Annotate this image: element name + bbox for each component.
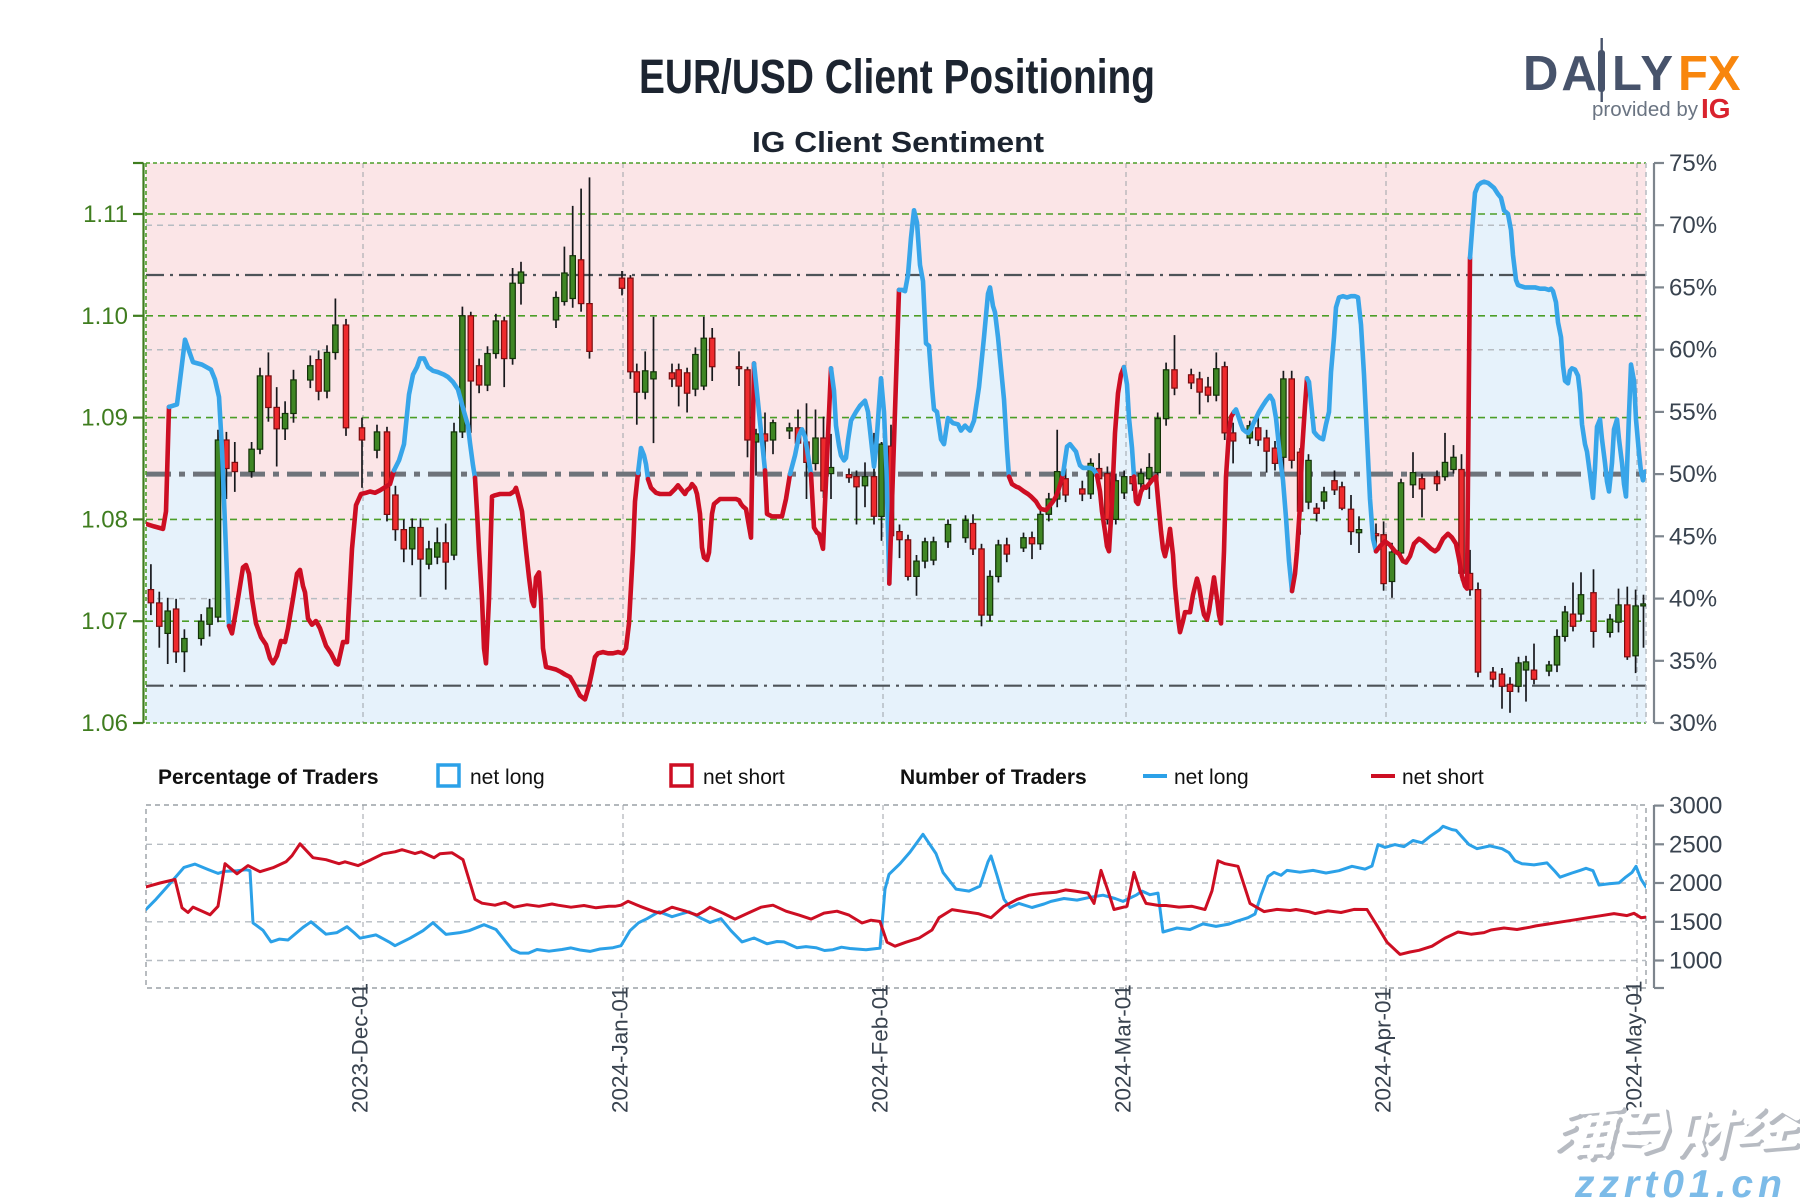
svg-text:Percentage of Traders: Percentage of Traders: [158, 766, 379, 789]
svg-text:1000: 1000: [1669, 948, 1722, 975]
svg-text:1.10: 1.10: [81, 303, 128, 330]
svg-text:net long: net long: [470, 766, 545, 789]
svg-text:65%: 65%: [1669, 274, 1717, 301]
svg-text:2500: 2500: [1669, 831, 1722, 858]
svg-text:FX: FX: [1678, 47, 1741, 101]
svg-text:30%: 30%: [1669, 710, 1717, 737]
svg-text:EUR/USD Client Positioning: EUR/USD Client Positioning: [639, 51, 1155, 104]
svg-text:40%: 40%: [1669, 586, 1717, 613]
svg-text:DA: DA: [1523, 47, 1600, 101]
svg-text:IG: IG: [1701, 93, 1731, 124]
svg-text:2024-Feb-01: 2024-Feb-01: [868, 984, 893, 1113]
svg-text:net long: net long: [1174, 766, 1249, 789]
svg-text:60%: 60%: [1669, 337, 1717, 364]
svg-text:75%: 75%: [1669, 150, 1717, 177]
svg-text:2024-May-01: 2024-May-01: [1622, 980, 1647, 1113]
svg-text:55%: 55%: [1669, 399, 1717, 426]
svg-text:1.07: 1.07: [81, 608, 128, 635]
svg-text:zzrt01.cn: zzrt01.cn: [1574, 1163, 1787, 1200]
svg-text:2024-Jan-01: 2024-Jan-01: [608, 987, 633, 1113]
svg-text:1.08: 1.08: [81, 506, 128, 533]
svg-text:3000: 3000: [1669, 793, 1722, 820]
svg-text:1.11: 1.11: [83, 201, 128, 228]
svg-text:2023-Dec-01: 2023-Dec-01: [348, 983, 373, 1113]
svg-text:net short: net short: [1402, 766, 1484, 789]
svg-text:45%: 45%: [1669, 523, 1717, 550]
svg-text:net short: net short: [703, 766, 785, 789]
svg-text:1.06: 1.06: [81, 710, 128, 737]
svg-text:1500: 1500: [1669, 909, 1722, 936]
svg-text:2000: 2000: [1669, 870, 1722, 897]
svg-text:50%: 50%: [1669, 461, 1717, 488]
svg-text:35%: 35%: [1669, 648, 1717, 675]
svg-text:2024-Apr-01: 2024-Apr-01: [1371, 988, 1396, 1113]
svg-text:2024-Mar-01: 2024-Mar-01: [1111, 984, 1136, 1113]
svg-text:1.09: 1.09: [81, 405, 128, 432]
svg-text:70%: 70%: [1669, 212, 1717, 239]
svg-text:IG Client Sentiment: IG Client Sentiment: [752, 127, 1044, 159]
svg-text:provided by: provided by: [1592, 98, 1699, 121]
svg-text:LY: LY: [1612, 47, 1676, 101]
svg-text:Number of Traders: Number of Traders: [900, 766, 1087, 789]
